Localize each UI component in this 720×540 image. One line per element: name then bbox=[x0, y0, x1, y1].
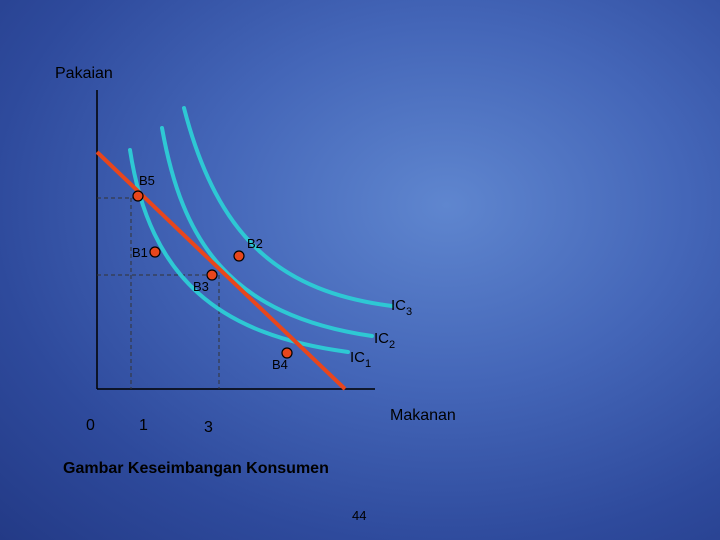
axes bbox=[96, 90, 375, 390]
y-axis-label: Pakaian bbox=[55, 65, 113, 82]
indifference-curves bbox=[128, 106, 394, 354]
label-b3: B3 bbox=[193, 279, 209, 294]
figure-caption: Gambar Keseimbangan Konsumen bbox=[63, 460, 329, 477]
x-tick-0: 0 bbox=[86, 417, 95, 434]
point-labels: B5 B1 B2 B3 B4 bbox=[132, 173, 288, 372]
label-b4: B4 bbox=[272, 357, 288, 372]
label-ic3: IC3 bbox=[391, 297, 412, 318]
label-b2: B2 bbox=[247, 236, 263, 251]
point-b1 bbox=[149, 246, 161, 258]
label-ic2: IC2 bbox=[374, 330, 395, 351]
page-number: 44 bbox=[352, 508, 366, 523]
reference-lines bbox=[97, 197, 220, 389]
x-axis-label: Makanan bbox=[390, 407, 456, 424]
x-tick-1: 1 bbox=[139, 417, 148, 434]
x-tick-3: 3 bbox=[204, 419, 213, 436]
budget-line bbox=[95, 150, 347, 391]
label-ic1: IC1 bbox=[350, 349, 371, 370]
indifference-curve-ic2 bbox=[160, 126, 374, 338]
indifference-curve-ic3 bbox=[182, 106, 394, 308]
curve-labels: IC1 IC2 IC3 bbox=[350, 297, 412, 370]
point-b3 bbox=[206, 269, 218, 281]
point-b2 bbox=[233, 250, 245, 262]
label-b5: B5 bbox=[139, 173, 155, 188]
label-b1: B1 bbox=[132, 245, 148, 260]
point-b4 bbox=[281, 347, 293, 359]
point-b5 bbox=[132, 190, 144, 202]
bundle-points bbox=[132, 190, 293, 359]
